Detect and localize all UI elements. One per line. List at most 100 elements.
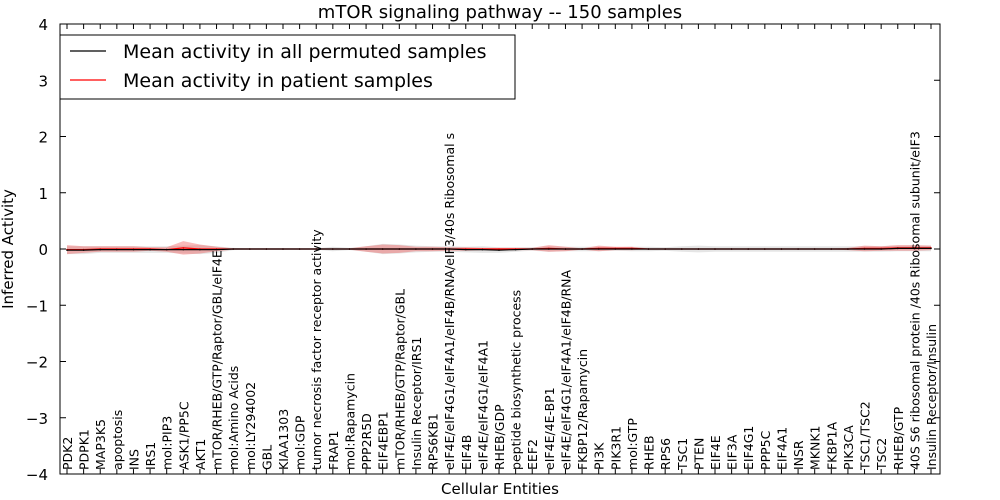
- point-permuted: [647, 248, 650, 250]
- x-tick-label: 40S S6 ribosomal protein /40s Ribosomal …: [907, 131, 922, 470]
- point-permuted: [165, 248, 168, 251]
- point-permuted: [531, 248, 533, 250]
- point-patient: [182, 247, 185, 249]
- x-axis: PDK2 PDPK1 MAP3K5 apoptosis INS IRS1 mol:PIP3 A…: [60, 24, 939, 474]
- x-tick-label: PIK3R1: [608, 426, 623, 470]
- point-permuted: [365, 248, 367, 250]
- x-tick-label: PIK3CA: [841, 425, 856, 470]
- point-permuted: [514, 248, 517, 251]
- point-permuted: [149, 248, 151, 251]
- point-permuted: [132, 248, 135, 251]
- point-permuted: [265, 248, 268, 250]
- series-lines: [66, 247, 932, 251]
- x-tick-label: eIF4E/eIF4G1/eIF4A1: [475, 340, 490, 470]
- x-tick-label: Insulin Receptor/IRS1: [409, 337, 424, 470]
- x-tick-label: mol:Amino Acids: [226, 366, 241, 470]
- point-permuted: [681, 248, 683, 250]
- point-permuted: [431, 248, 434, 250]
- point-permuted: [465, 248, 467, 251]
- x-tick-label: GBL: [259, 445, 274, 470]
- point-permuted: [116, 248, 118, 251]
- point-permuted: [664, 248, 666, 250]
- point-permuted: [697, 248, 700, 250]
- point-permuted: [232, 248, 234, 250]
- y-tick-label: 1: [38, 185, 48, 203]
- x-tick-label: Insulin Receptor/Insulin: [924, 324, 939, 470]
- x-tick-label: AKT1: [193, 439, 208, 470]
- y-axis: −4 −3 −2 −1 0 1 2 3 4: [26, 16, 940, 484]
- point-permuted: [481, 248, 484, 251]
- x-tick-label: INS: [127, 449, 142, 470]
- point-permuted: [348, 248, 351, 250]
- x-tick-label: mTOR/RHEB/GTP/Raptor/GBL/eIF4E: [210, 250, 225, 470]
- point-patient: [498, 248, 500, 250]
- point-permuted: [581, 248, 583, 250]
- x-tick-label: EIF4EBP1: [376, 411, 391, 470]
- point-permuted: [930, 247, 932, 250]
- point-permuted: [398, 248, 401, 250]
- x-tick-label: EIF4E: [708, 435, 723, 470]
- x-tick-label: TSC2: [874, 438, 889, 471]
- x-tick-label: MKNK1: [808, 426, 823, 470]
- point-permuted: [597, 248, 600, 250]
- point-permuted: [631, 248, 633, 250]
- x-tick-label: PPP5C: [758, 430, 773, 470]
- point-permuted: [548, 248, 550, 250]
- point-permuted: [298, 248, 301, 250]
- x-tick-label: TSC1: [675, 438, 690, 471]
- y-tick-label: −1: [26, 297, 48, 315]
- x-tick-label: PPP2R5D: [359, 413, 374, 470]
- point-permuted: [714, 248, 716, 250]
- x-tick-label: RHEB: [642, 435, 657, 470]
- legend: Mean activity in all permuted samples Me…: [59, 34, 516, 100]
- point-permuted: [564, 248, 567, 250]
- y-tick-label: −2: [26, 354, 48, 372]
- x-tick-label: mol:GDP: [293, 415, 308, 470]
- point-permuted: [780, 248, 783, 250]
- x-tick-label: mTOR/RHEB/GTP/Raptor/GBL: [392, 289, 407, 470]
- point-permuted: [813, 248, 816, 250]
- legend-label-permuted: Mean activity in all permuted samples: [123, 41, 486, 63]
- point-permuted: [415, 248, 417, 250]
- x-tick-label: EIF3A: [725, 434, 740, 470]
- point-permuted: [182, 248, 185, 251]
- x-tick-label: mol:GTP: [625, 418, 640, 470]
- x-tick-label: EIF4A1: [775, 427, 790, 470]
- x-tick-label: PTEN: [691, 438, 706, 470]
- point-permuted: [448, 248, 451, 250]
- point-permuted: [215, 248, 218, 251]
- y-tick-label: −4: [26, 466, 48, 484]
- x-tick-label: PDPK1: [77, 429, 92, 470]
- point-permuted: [880, 248, 882, 250]
- point-permuted: [730, 248, 733, 250]
- x-tick-label: KIAA1303: [276, 409, 291, 470]
- point-permuted: [82, 249, 85, 251]
- x-tick-label: RHEB/GDP: [492, 404, 507, 470]
- x-tick-label: PI3K: [592, 442, 607, 470]
- x-tick-label: INSR: [791, 440, 806, 470]
- x-tick-label: TSC1/TSC2: [858, 401, 873, 471]
- x-tick-label: tumor necrosis factor receptor activity: [309, 229, 324, 470]
- x-tick-label: ASK1/PP5C: [176, 401, 191, 470]
- x-tick-label: EIF4G1: [741, 426, 756, 470]
- x-tick-label: MAP3K5: [93, 419, 108, 470]
- point-permuted: [747, 248, 749, 250]
- x-tick-label: eIF4E/4E-BP1: [542, 387, 557, 470]
- x-tick-label: FKBP1A: [824, 422, 839, 470]
- point-permuted: [913, 247, 916, 250]
- point-permuted: [863, 248, 866, 250]
- x-tick-label: FRAP1: [326, 431, 341, 470]
- x-tick-label: PDK2: [60, 437, 75, 470]
- point-permuted: [830, 248, 833, 250]
- point-permuted: [282, 248, 284, 250]
- point-permuted: [332, 248, 334, 250]
- y-axis-label: Inferred Activity: [0, 189, 17, 309]
- y-tick-label: 4: [38, 16, 48, 34]
- x-tick-label: eIF4E/eIF4G1/eIF4A1/eIF4B/RNA: [559, 269, 574, 470]
- chart-title: mTOR signaling pathway -- 150 samples: [318, 2, 682, 23]
- point-permuted: [199, 248, 201, 251]
- x-tick-label: RPS6KB1: [426, 413, 441, 470]
- y-tick-label: 3: [38, 72, 48, 90]
- x-tick-label: mol:PIP3: [160, 416, 175, 470]
